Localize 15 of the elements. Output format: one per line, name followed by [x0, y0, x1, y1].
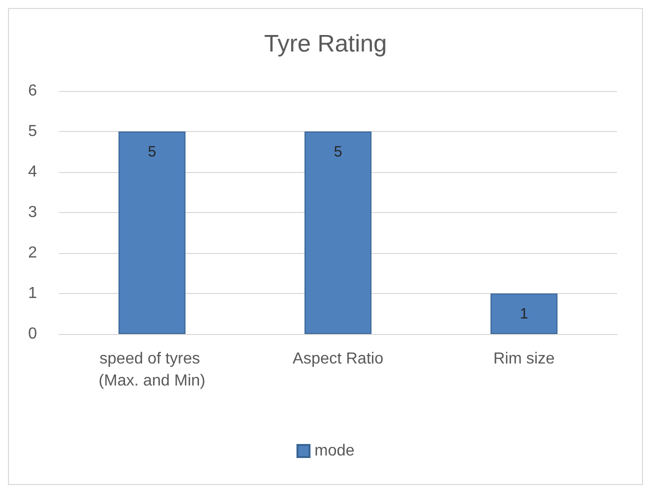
- x-tick-label: Aspect Ratio: [292, 350, 384, 368]
- x-tick-label: speed of tyres (Max. and Min): [98, 350, 206, 390]
- x-tick-label: Rim size: [493, 350, 555, 368]
- y-tick-label: 6: [28, 82, 38, 100]
- y-tick-label: 4: [28, 164, 38, 180]
- y-tick-label: 5: [28, 123, 38, 140]
- data-label: 5: [334, 144, 342, 160]
- chart-title: Tyre Rating: [264, 30, 387, 58]
- y-tick-label: 0: [28, 326, 38, 342]
- y-tick-label: 1: [28, 285, 38, 302]
- y-tick-label: 2: [28, 244, 38, 262]
- legend-label: mode: [314, 442, 355, 460]
- data-label: 5: [148, 144, 156, 160]
- data-label: 1: [520, 306, 528, 322]
- y-tick-label: 3: [28, 204, 38, 221]
